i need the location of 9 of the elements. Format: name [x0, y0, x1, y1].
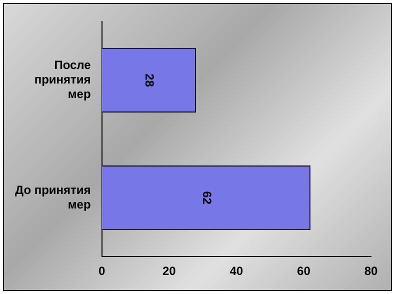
x-tick-label: 80: [364, 264, 378, 278]
y-tick-label: После принятия мер: [34, 58, 92, 101]
data-label: 28: [142, 74, 157, 88]
x-tick-label: 0: [98, 264, 106, 278]
data-label: 62: [200, 191, 214, 205]
x-tick-label: 20: [162, 264, 176, 278]
x-tick-label: 40: [230, 264, 244, 278]
x-tick-label: 60: [297, 264, 311, 278]
y-tick-label: До принятия мер: [14, 182, 91, 212]
